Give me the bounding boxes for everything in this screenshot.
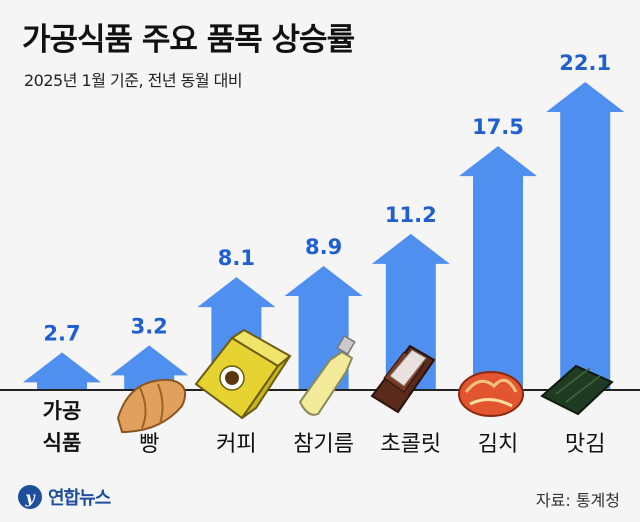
value-label: 8.9	[305, 235, 342, 259]
page-title: 가공식품 주요 품목 상승률	[22, 22, 355, 58]
category-label: 커피	[216, 432, 256, 457]
category-label: 김치	[478, 432, 518, 457]
arrow-bar	[459, 146, 537, 390]
arrow-bar	[23, 352, 101, 390]
value-label: 17.5	[472, 115, 524, 139]
seaweed-icon	[540, 364, 614, 416]
source-note: 자료: 통계청	[535, 491, 620, 510]
arrow-bar	[546, 82, 625, 390]
logo-mark-icon: y	[18, 485, 42, 509]
value-label: 8.1	[218, 246, 255, 270]
publisher-logo: y 연합뉴스	[18, 484, 111, 510]
arrow-bar	[110, 345, 189, 390]
category-label: 맛김	[565, 432, 605, 457]
value-label: 22.1	[559, 51, 611, 75]
category-label: 가공	[43, 399, 82, 423]
kimchi-icon	[458, 371, 524, 417]
sesame-oil-bottle-icon	[298, 334, 356, 416]
category-label: 초콜릿	[380, 432, 441, 457]
category-label: 참기름	[293, 432, 354, 457]
category-label: 식품	[43, 431, 82, 455]
category-label: 빵	[139, 432, 159, 457]
chocolate-bar-icon	[370, 344, 436, 414]
arrow-bar	[371, 233, 450, 390]
value-label: 3.2	[131, 314, 168, 338]
value-label: 2.7	[43, 321, 80, 345]
page-subtitle: 2025년 1월 기준, 전년 동월 대비	[24, 71, 243, 90]
value-label: 11.2	[385, 203, 437, 227]
logo-text: 연합뉴스	[48, 488, 111, 509]
bread-icon	[116, 378, 186, 434]
coffee-box-icon	[194, 328, 292, 420]
